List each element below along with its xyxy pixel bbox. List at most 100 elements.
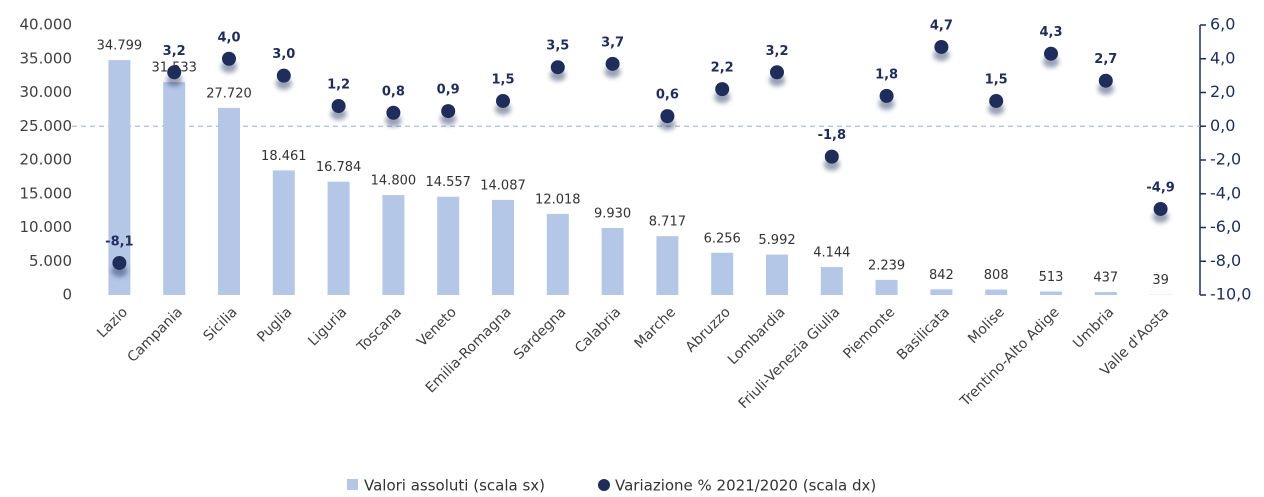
- x-tick-label: Friuli-Venezia Giulia: [736, 304, 844, 412]
- marker: [715, 82, 730, 97]
- marker-label: 1,8: [875, 67, 898, 82]
- y2-tick-label: 0,0: [1210, 116, 1235, 135]
- bar: [875, 279, 898, 295]
- x-tick-label: Umbria: [1070, 304, 1117, 351]
- legend-swatch: [598, 479, 610, 491]
- marker-label: 4,3: [1039, 25, 1062, 40]
- bar: [108, 60, 131, 295]
- y2-tick-label: -2,0: [1210, 150, 1241, 169]
- bar-label: 2.239: [868, 258, 905, 273]
- marker-label: 4,7: [930, 18, 953, 33]
- y-tick-label: 40.000: [20, 16, 73, 34]
- marker-label: 4,0: [217, 30, 240, 45]
- y2-tick-label: -4,0: [1210, 183, 1241, 202]
- y2-tick-label: 4,0: [1210, 48, 1235, 67]
- x-tick-label: Sicilia: [201, 304, 241, 344]
- marker-label: 1,2: [327, 78, 350, 93]
- marker: [1044, 46, 1058, 61]
- y-tick-label: 10.000: [20, 218, 73, 236]
- marker-label: -1,8: [818, 128, 846, 143]
- marker-label: -8,1: [105, 234, 133, 249]
- bar-label: 18.461: [261, 149, 307, 164]
- bar: [546, 213, 569, 295]
- y-tick-label: 20.000: [20, 151, 73, 169]
- x-tick-label: Abruzzo: [683, 304, 734, 355]
- bar: [601, 227, 624, 295]
- x-tick-label: Molise: [965, 304, 1008, 347]
- marker-label: 2,7: [1094, 52, 1117, 67]
- marker-label: 3,0: [272, 47, 295, 62]
- bar: [327, 181, 350, 295]
- marker: [441, 104, 456, 119]
- x-tick-label: Toscana: [354, 304, 405, 355]
- bar: [218, 107, 240, 295]
- marker: [222, 51, 236, 66]
- marker: [496, 93, 510, 108]
- bar: [382, 195, 405, 295]
- bar-label: 842: [929, 268, 954, 283]
- x-tick-label: Marche: [631, 304, 679, 352]
- x-tick-label: Puglia: [254, 304, 295, 345]
- marker: [331, 99, 346, 113]
- y2-tick-label: -10,0: [1210, 285, 1251, 304]
- y2-tick-label: 2,0: [1210, 82, 1235, 101]
- x-tick-label: Calabria: [572, 304, 624, 356]
- marker: [934, 39, 949, 54]
- marker: [276, 68, 291, 83]
- bar: [492, 199, 514, 295]
- bar-label: 27.720: [206, 86, 252, 101]
- bar-label: 437: [1093, 271, 1118, 286]
- marker-label: 1,5: [491, 72, 514, 87]
- y2-tick-label: -6,0: [1210, 217, 1241, 236]
- bar-label: 12.018: [535, 192, 581, 207]
- marker: [167, 65, 182, 80]
- y-tick-label: 30.000: [20, 83, 73, 101]
- bar-label: 16.784: [316, 160, 362, 175]
- bar: [711, 252, 734, 295]
- bar: [820, 267, 843, 295]
- marker-label: 3,5: [546, 39, 569, 54]
- marker-label: -4,9: [1146, 180, 1174, 195]
- marker: [660, 109, 675, 124]
- marker-label: 0,6: [656, 88, 679, 103]
- marker: [770, 65, 784, 80]
- bar: [437, 196, 460, 295]
- bar-label: 513: [1039, 270, 1064, 285]
- marker: [550, 60, 565, 75]
- marker-label: 0,9: [437, 83, 460, 98]
- y-tick-label: 15.000: [20, 184, 73, 202]
- bar-label: 34.799: [97, 39, 143, 54]
- marker: [989, 93, 1004, 108]
- bar: [1094, 292, 1117, 295]
- x-tick-label: Basilicata: [894, 304, 953, 363]
- legend-label: Valori assoluti (scala sx): [364, 477, 545, 495]
- bar-label: 14.800: [371, 174, 417, 189]
- bar-label: 14.557: [425, 175, 471, 190]
- y2-tick-label: 6,0: [1210, 15, 1235, 34]
- bar-label: 9.930: [594, 206, 631, 221]
- bar-label: 8.717: [649, 215, 686, 230]
- marker: [605, 56, 620, 71]
- bar: [163, 82, 186, 295]
- bar: [656, 236, 679, 295]
- bar-label: 6.256: [704, 231, 741, 246]
- bar: [766, 254, 788, 295]
- marker: [1098, 73, 1113, 88]
- x-tick-label: Sardegna: [511, 304, 570, 363]
- marker: [386, 105, 401, 120]
- bar: [272, 170, 295, 295]
- marker: [112, 255, 127, 270]
- marker: [1153, 201, 1168, 216]
- y-tick-label: 35.000: [20, 49, 73, 67]
- marker-label: 3,2: [163, 44, 186, 59]
- marker-label: 1,5: [985, 72, 1008, 87]
- x-tick-label: Piemonte: [840, 304, 898, 362]
- bar-label: 4.144: [813, 246, 850, 261]
- bar-label: 5.992: [758, 233, 795, 248]
- bar-label: 808: [984, 268, 1009, 283]
- x-tick-label: Veneto: [414, 304, 460, 350]
- y-tick-label: 25.000: [20, 117, 73, 135]
- marker-label: 3,2: [765, 44, 788, 59]
- bar-label: 39: [1152, 273, 1169, 288]
